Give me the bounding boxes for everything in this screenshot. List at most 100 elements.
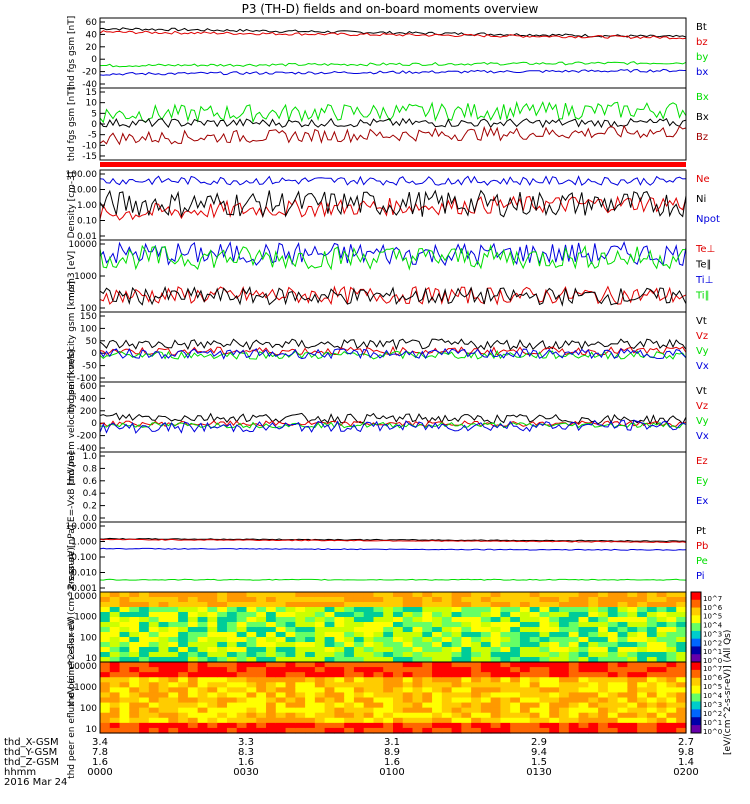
heatmap-cell: [422, 667, 433, 673]
heatmap-cell: [119, 622, 130, 628]
heatmap-cell: [432, 667, 443, 673]
heatmap-cell: [519, 627, 531, 633]
heatmap-cell: [588, 627, 599, 633]
heatmap-cell: [529, 607, 541, 613]
heatmap-cell: [324, 712, 335, 719]
heatmap-cell: [100, 602, 111, 608]
heatmap-cell: [353, 692, 365, 699]
heatmap-cell: [539, 617, 550, 623]
heatmap-cell: [539, 662, 550, 668]
heatmap-cell: [178, 717, 189, 724]
panel-7-frame: [99, 451, 687, 523]
heatmap-cell: [158, 707, 169, 714]
heatmap-cell: [178, 637, 189, 643]
heatmap-cell: [383, 597, 394, 603]
heatmap-cell: [109, 677, 121, 683]
colorbar-segment: [691, 662, 701, 671]
heatmap-cell: [402, 677, 414, 683]
colorbar-tick: 10^0: [703, 657, 722, 665]
heatmap-cell: [539, 667, 550, 673]
heatmap-cell: [666, 682, 677, 688]
heatmap-cell: [393, 642, 404, 648]
heatmap-cell: [217, 617, 228, 623]
heatmap-cell: [490, 687, 502, 694]
heatmap-cell: [383, 617, 394, 623]
heatmap-cell: [568, 727, 580, 734]
footer-value: 9.8: [678, 747, 694, 758]
heatmap-cell: [637, 692, 648, 699]
heatmap-cell: [627, 657, 638, 663]
heatmap-cell: [441, 637, 453, 643]
heatmap-cell: [568, 627, 580, 633]
footer-value: 3.4: [92, 737, 108, 748]
heatmap-cell: [568, 677, 580, 683]
heatmap-cell: [139, 707, 150, 714]
heatmap-cell: [383, 722, 394, 729]
panel-10-frame: [99, 661, 687, 734]
heatmap-cell: [607, 692, 619, 699]
heatmap-cell: [637, 592, 648, 598]
heatmap-cell: [168, 717, 179, 724]
heatmap-cell: [422, 592, 433, 598]
heatmap-cell: [158, 672, 169, 678]
heatmap-cell: [256, 657, 267, 663]
heatmap-cell: [646, 687, 658, 694]
heatmap-cell: [607, 642, 619, 648]
heatmap-cell: [139, 622, 150, 628]
heatmap-cell: [393, 652, 404, 658]
heatmap-cell: [334, 607, 345, 613]
heatmap-cell: [353, 607, 365, 613]
heatmap-cell: [168, 697, 179, 704]
heatmap-cell: [207, 607, 218, 613]
heatmap-cell: [627, 697, 638, 704]
heatmap-cell: [588, 727, 599, 734]
heatmap-cell: [236, 667, 248, 673]
heatmap-cell: [500, 607, 511, 613]
heatmap-cell: [207, 662, 218, 668]
heatmap-cell: [119, 692, 130, 699]
heatmap-cell: [617, 647, 628, 653]
heatmap-cell: [656, 622, 668, 628]
heatmap-cell: [275, 707, 287, 714]
heatmap-cell: [217, 627, 228, 633]
heatmap-cell: [500, 647, 511, 653]
heatmap-cell: [441, 727, 453, 734]
colorbar-tick: 10^6: [703, 604, 723, 612]
heatmap-cell: [139, 677, 150, 683]
heatmap-cell: [129, 612, 140, 618]
heatmap-cell: [295, 662, 306, 668]
heatmap-cell: [168, 692, 179, 699]
heatmap-cell: [256, 602, 267, 608]
heatmap-cell: [451, 607, 462, 613]
heatmap-cell: [344, 657, 355, 663]
colorbar-segment: [691, 725, 701, 734]
heatmap-cell: [393, 627, 404, 633]
heatmap-cell: [383, 727, 394, 734]
legend-Ne: Ne: [696, 174, 710, 185]
heatmap-cell: [109, 597, 121, 603]
heatmap-cell: [471, 667, 482, 673]
heatmap-cell: [461, 692, 472, 699]
heatmap-cell: [256, 687, 267, 694]
heatmap-cell: [334, 622, 345, 628]
heatmap-cell: [178, 642, 189, 648]
heatmap-cell: [129, 667, 140, 673]
heatmap-cell: [451, 672, 462, 678]
heatmap-cell: [549, 657, 560, 663]
heatmap-cell: [285, 652, 296, 658]
heatmap-cell: [578, 712, 589, 719]
heatmap-cell: [490, 602, 502, 608]
panel-5-ytick: -100: [77, 374, 98, 384]
heatmap-cell: [226, 712, 238, 719]
heatmap-cell: [129, 677, 140, 683]
heatmap-cell: [129, 592, 140, 598]
heatmap-cell: [168, 637, 179, 643]
heatmap-cell: [139, 612, 150, 618]
heatmap-cell: [500, 657, 511, 663]
heatmap-cell: [422, 622, 433, 628]
heatmap-cell: [334, 652, 345, 658]
heatmap-cell: [637, 602, 648, 608]
heatmap-cell: [100, 717, 111, 724]
heatmap-cell: [217, 632, 228, 638]
heatmap-cell: [119, 597, 130, 603]
